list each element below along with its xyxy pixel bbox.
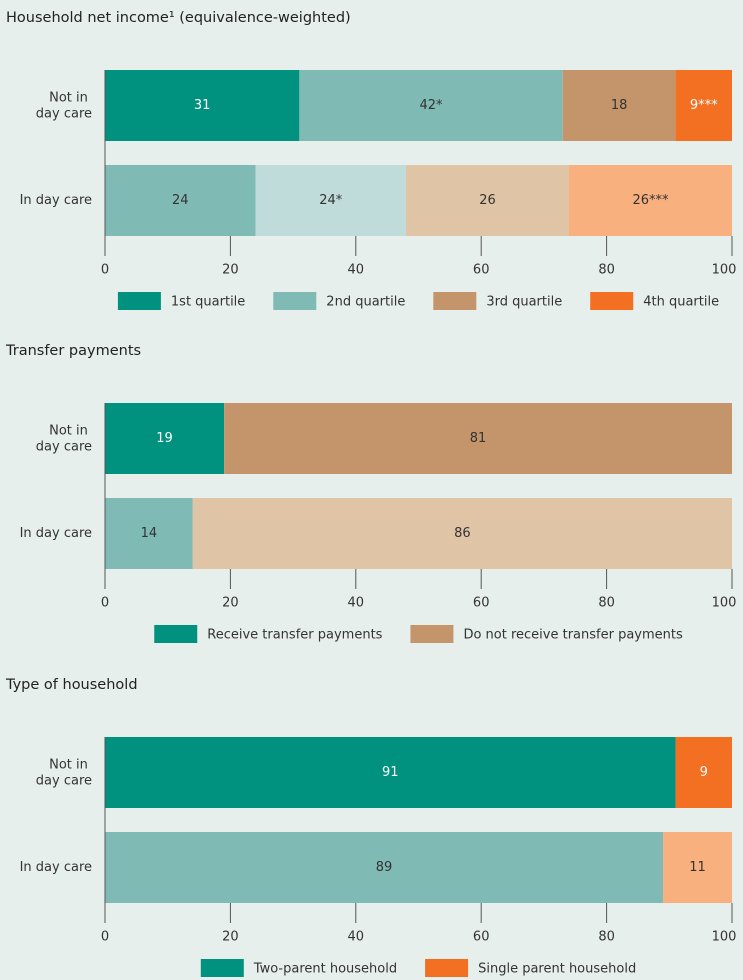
- x-tick-label: 80: [598, 596, 615, 611]
- y-tick-label: Not in day care: [36, 423, 92, 454]
- legend-swatch: [200, 959, 244, 977]
- data-label: 81: [470, 431, 487, 446]
- data-label: 86: [454, 526, 471, 541]
- legend-label: Do not receive transfer payments: [463, 628, 683, 643]
- bar-segment: [192, 498, 732, 569]
- data-label: 89: [376, 860, 393, 875]
- x-tick-label: 20: [222, 930, 239, 945]
- bar-segment: [255, 165, 406, 236]
- x-tick-label: 80: [598, 263, 615, 278]
- legend-swatch: [154, 625, 198, 643]
- legend-label: 4th quartile: [643, 295, 719, 310]
- legend-label: 3rd quartile: [486, 295, 562, 310]
- data-label: 19: [156, 431, 173, 446]
- y-tick-label-line: day care: [36, 773, 92, 788]
- y-tick-label-line: Not in: [49, 757, 92, 772]
- data-label: 91: [382, 765, 399, 780]
- bar-segment: [224, 403, 732, 474]
- x-tick-label: 20: [222, 263, 239, 278]
- x-tick-label: 40: [348, 596, 365, 611]
- bar-segment: [105, 832, 664, 903]
- legend-swatch: [117, 292, 161, 310]
- x-tick-label: 60: [473, 930, 490, 945]
- y-tick-label-line: day care: [36, 439, 92, 454]
- data-label: 11: [689, 860, 706, 875]
- data-label: 26***: [632, 193, 669, 208]
- bar-segment: [105, 165, 256, 236]
- data-label: 24: [172, 193, 189, 208]
- legend-item: 2nd quartile: [273, 292, 405, 310]
- legend-item: Single parent household: [425, 959, 636, 977]
- data-label: 14: [141, 526, 158, 541]
- bar-segment: [562, 70, 676, 141]
- y-tick-label-line: Not in: [49, 90, 92, 105]
- chart-title: Type of household: [5, 677, 138, 693]
- chart-title: Household net income¹ (equivalence-weigh…: [6, 10, 351, 26]
- legend: Two-parent household Single parent househ…: [200, 959, 636, 977]
- x-tick-label: 80: [598, 930, 615, 945]
- legend-swatch: [410, 625, 454, 643]
- data-label: 18: [611, 98, 628, 113]
- legend-label: Receive transfer payments: [207, 628, 382, 643]
- legend-swatch: [273, 292, 317, 310]
- legend-swatch: [590, 292, 634, 310]
- legend-label: 2nd quartile: [326, 295, 405, 310]
- x-tick-label: 100: [712, 263, 737, 278]
- legend-item: Receive transfer payments: [154, 625, 383, 643]
- legend-item: 1st quartile: [117, 292, 245, 310]
- bar-segment: [568, 165, 732, 236]
- y-tick-label-line: day care: [36, 106, 92, 121]
- legend-label: 1st quartile: [171, 295, 245, 310]
- bar-segment: [299, 70, 563, 141]
- x-tick-label: 0: [101, 596, 109, 611]
- legend-item: Do not receive transfer payments: [410, 625, 683, 643]
- legend-label: Two-parent household: [253, 962, 397, 977]
- y-tick-label: In day care: [20, 860, 92, 875]
- x-tick-label: 0: [101, 930, 109, 945]
- x-tick-label: 60: [473, 596, 490, 611]
- y-tick-label: Not in day care: [36, 90, 92, 121]
- x-tick-label: 100: [712, 596, 737, 611]
- legend: Receive transfer payments Do not receive …: [154, 625, 683, 643]
- x-tick-label: 60: [473, 263, 490, 278]
- legend-item: Two-parent household: [200, 959, 397, 977]
- x-tick-label: 0: [101, 263, 109, 278]
- legend-item: 3rd quartile: [433, 292, 562, 310]
- bar-segment: [105, 498, 193, 569]
- bar-segment: [675, 70, 732, 141]
- data-label: 9: [700, 765, 708, 780]
- legend-swatch: [433, 292, 477, 310]
- bar-segment: [675, 737, 732, 808]
- data-label: 9***: [690, 98, 718, 113]
- data-label: 42*: [420, 98, 444, 113]
- legend-label: Single parent household: [478, 962, 636, 977]
- x-tick-label: 40: [348, 263, 365, 278]
- bar-segment: [105, 737, 676, 808]
- legend-item: 4th quartile: [590, 292, 719, 310]
- x-tick-label: 20: [222, 596, 239, 611]
- y-tick-label: In day care: [20, 193, 92, 208]
- chart-title: Transfer payments: [5, 343, 141, 359]
- legend: 1st quartile 2nd quartile 3rd quartile 4th …: [117, 292, 719, 310]
- bar-segment: [105, 70, 300, 141]
- data-label: 26: [479, 193, 496, 208]
- bar-segment: [405, 165, 569, 236]
- y-tick-label-line: Not in: [49, 423, 92, 438]
- x-tick-label: 100: [712, 930, 737, 945]
- bar-segment: [663, 832, 732, 903]
- data-label: 31: [194, 98, 211, 113]
- legend-swatch: [425, 959, 469, 977]
- data-label: 24*: [319, 193, 343, 208]
- bar-segment: [105, 403, 225, 474]
- y-tick-label: In day care: [20, 526, 92, 541]
- y-tick-label: Not in day care: [36, 757, 92, 788]
- x-tick-label: 40: [348, 930, 365, 945]
